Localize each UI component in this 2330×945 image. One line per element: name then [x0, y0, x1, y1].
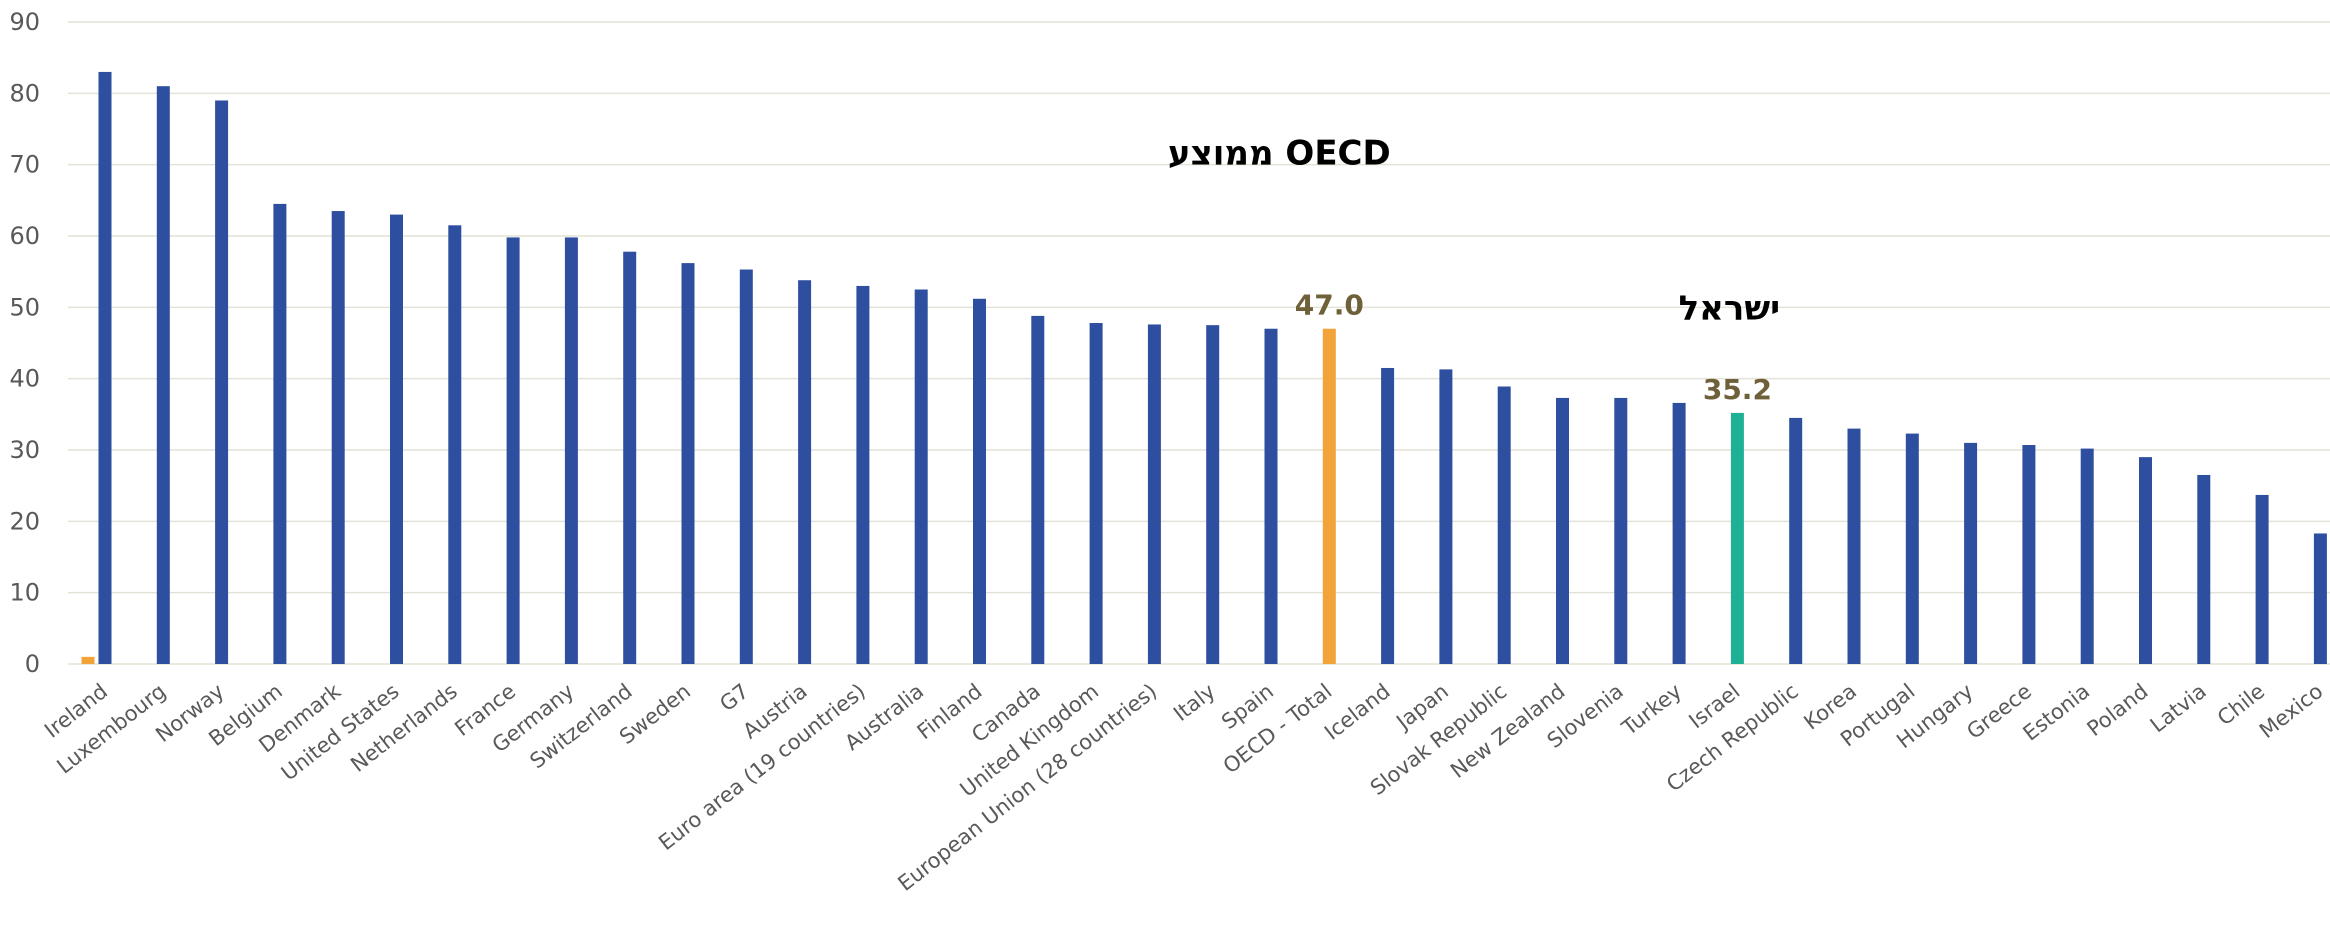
x-tick-label: Turkey: [1617, 679, 1686, 741]
bar: [564, 237, 578, 664]
bar: [506, 237, 520, 664]
bar: [1439, 369, 1453, 664]
bar: [1031, 315, 1045, 664]
bar: [1147, 324, 1161, 664]
y-tick-label: 80: [9, 79, 40, 107]
bars: [81, 71, 2327, 665]
bar: [856, 285, 870, 664]
bar: [1264, 328, 1278, 664]
x-tick-label: Italy: [1169, 679, 1220, 726]
y-tick-label: 20: [9, 507, 40, 535]
x-tick-label: Poland: [2083, 679, 2153, 741]
gridlines: [68, 21, 2330, 665]
y-tick-label: 40: [9, 365, 40, 393]
x-tick-label: Iceland: [1320, 679, 1395, 745]
bar: [1847, 428, 1861, 664]
bar: [1964, 442, 1978, 664]
bar: [681, 263, 695, 664]
bar: [623, 251, 637, 664]
bar: [273, 203, 287, 664]
bar: [2197, 474, 2211, 664]
bar: [1672, 402, 1686, 664]
bar: [2313, 533, 2327, 664]
y-axis: 0 10 20 30 40 50 60 70 80 90: [9, 8, 40, 678]
bar: [798, 280, 812, 664]
bar: [1789, 417, 1803, 664]
data-label: 47.0: [1295, 289, 1364, 322]
bar: [1730, 412, 1744, 664]
x-tick-label: G7: [715, 679, 753, 716]
bar: [739, 269, 753, 664]
bar: [390, 214, 403, 664]
bar: [1381, 367, 1395, 664]
bar: [331, 211, 345, 665]
data-label: 35.2: [1703, 373, 1772, 406]
bar: [2080, 448, 2094, 664]
x-tick-label: Latvia: [2146, 679, 2211, 737]
data-labels: 47.0 35.2: [1295, 289, 1772, 406]
bar: [973, 298, 986, 664]
y-tick-label: 30: [9, 436, 40, 464]
x-tick-label: Mexico: [2255, 679, 2328, 743]
x-tick-label: Estonia: [2019, 679, 2095, 746]
y-tick-label: 50: [9, 293, 40, 321]
bar: [1206, 325, 1220, 664]
y-tick-label: 0: [25, 650, 40, 678]
bar: [1556, 397, 1569, 664]
bar: [2139, 457, 2152, 664]
bar-secondary: [81, 656, 95, 664]
y-tick-label: 60: [9, 222, 40, 250]
annotation-israel: ישראל: [1679, 288, 1781, 328]
bar: [215, 100, 229, 664]
bar: [1497, 386, 1511, 664]
bar: [914, 289, 928, 664]
y-tick-label: 70: [9, 151, 40, 179]
bar: [1089, 323, 1103, 664]
annotation-oecd-average: ממוצע OECD: [1168, 134, 1391, 174]
x-axis: IrelandLuxembourgNorwayBelgiumDenmarkUni…: [40, 679, 2327, 896]
y-tick-label: 90: [9, 8, 40, 36]
bar: [98, 71, 112, 664]
bar: [1905, 433, 1919, 664]
bar: [448, 225, 462, 665]
bar: [156, 86, 170, 664]
bar: [1322, 328, 1336, 664]
bar: [2255, 494, 2269, 664]
bar: [2022, 445, 2036, 664]
bar: [1614, 397, 1628, 664]
y-tick-label: 10: [9, 579, 40, 607]
